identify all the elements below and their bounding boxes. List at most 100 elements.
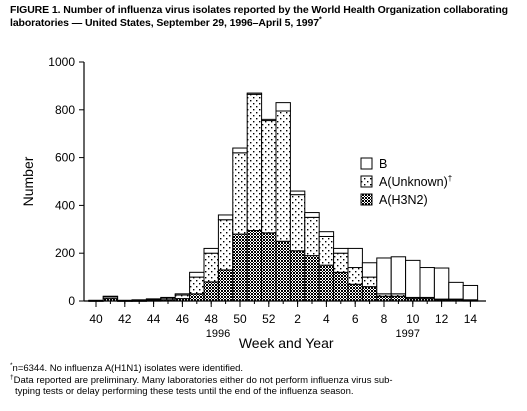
footnotes: *n=6344. No influenza A(H1N1) isolates w… (10, 361, 520, 398)
y-tick-label-600: 600 (55, 151, 75, 165)
bar-week-47-series-1 (189, 293, 205, 302)
bar-week-2-series-2 (289, 194, 306, 252)
bars-layer (88, 92, 479, 302)
footnote-1: *n=6344. No influenza A(H1N1) isolates w… (10, 361, 520, 375)
bar-week-4-series-3 (318, 231, 335, 237)
x-tick-label-42: 42 (118, 312, 132, 326)
bar-week-51-series-1 (246, 230, 263, 302)
x-tick-label-46: 46 (176, 312, 190, 326)
bar-week-44-series-3 (145, 298, 162, 301)
bar-week-7-series-2 (361, 276, 378, 288)
x-axis-label: Week and Year (239, 335, 334, 351)
y-tick-label-1000: 1000 (48, 55, 75, 69)
x-tick-label-44: 44 (147, 312, 161, 326)
x-tick-label-14: 14 (464, 312, 478, 326)
y-tick-label-0: 0 (68, 294, 75, 308)
x-tick-label-12: 12 (435, 312, 449, 326)
bar-week-46-series-3 (174, 293, 191, 296)
bar-week-41-series-3 (102, 295, 119, 298)
x-tick-label-8: 8 (381, 312, 388, 326)
year-label-1997: 1997 (396, 328, 420, 340)
bar-week-9-series-1 (390, 295, 407, 302)
bar-week-47-series-2 (189, 276, 205, 295)
bar-week-1-series-3 (275, 102, 291, 112)
footnote-1-text: n=6344. No influenza A(H1N1) isolates we… (12, 363, 244, 374)
bar-week-8-series-3 (376, 257, 392, 295)
bar-week-50-series-2 (232, 152, 248, 235)
legend-label-mark-2: † (448, 174, 452, 183)
bar-week-6-series-2 (347, 267, 363, 285)
bar-week-3-series-3 (304, 212, 320, 218)
figure-title: FIGURE 1. Number of influenza virus isol… (10, 4, 517, 30)
footnote-2: †Data reported are preliminary. Many lab… (10, 373, 520, 387)
footnote-2-text: Data reported are preliminary. Many labo… (13, 374, 393, 386)
bar-week-50-series-3 (232, 147, 248, 154)
bar-week-51-series-2 (246, 93, 263, 231)
bar-week-3-series-1 (304, 255, 320, 302)
bar-week-49-series-3 (217, 214, 234, 221)
footnote-2-mark: † (10, 373, 14, 381)
bar-week-52-series-3 (261, 118, 277, 122)
bar-week-49-series-1 (217, 269, 234, 302)
bar-week-4-series-2 (318, 235, 335, 266)
bar-week-1-series-1 (275, 240, 291, 302)
x-tick-label-48: 48 (205, 312, 219, 326)
bar-week-49-series-2 (217, 219, 234, 271)
bar-week-5-series-2 (333, 252, 349, 273)
figure-label: FIGURE 1. (10, 4, 61, 16)
bar-week-48-series-3 (203, 247, 219, 254)
legend-label-1: A(H3N2) (379, 193, 428, 207)
bar-week-7-series-3 (361, 262, 378, 278)
bar-week-52-series-1 (261, 232, 277, 302)
bar-week-7-series-1 (361, 286, 378, 302)
footnote-1-mark: * (10, 361, 13, 369)
y-axis-label: Number (20, 156, 36, 206)
bar-week-2-series-1 (289, 250, 306, 302)
bar-week-4-series-1 (318, 264, 335, 302)
bar-week-47-series-3 (189, 271, 205, 278)
footnote-3: typing tests or delay performing these t… (10, 386, 520, 398)
footnote-3-text: typing tests or delay performing these t… (15, 386, 354, 397)
legend-label-3: B (379, 157, 387, 171)
bar-week-45-series-3 (160, 296, 176, 299)
legend-swatch-2 (360, 175, 373, 188)
x-tick-label-10: 10 (406, 312, 420, 326)
x-tick-label-52: 52 (262, 312, 276, 326)
x-tick-label-4: 4 (323, 312, 330, 326)
bar-week-13-series-3 (448, 281, 464, 300)
legend: B A(Unknown)† A(H3N2) (360, 157, 452, 207)
y-tick-label-800: 800 (55, 103, 75, 117)
bar-week-11-series-3 (419, 267, 435, 298)
bar-week-8-series-1 (376, 295, 392, 302)
legend-swatch-3 (360, 157, 373, 170)
y-tick-label-400: 400 (55, 198, 75, 212)
legend-swatch-1 (360, 193, 373, 206)
bar-week-9-series-3 (390, 256, 407, 295)
bar-week-50-series-1 (232, 233, 248, 302)
legend-label-2: A(Unknown)† (379, 174, 452, 189)
bar-week-10-series-3 (405, 259, 421, 298)
bar-week-14-series-3 (462, 284, 479, 301)
figure-title-text: Number of influenza virus isolates repor… (10, 4, 508, 29)
bar-week-2-series-3 (289, 190, 306, 196)
bar-week-51-series-3 (246, 92, 263, 95)
bar-week-52-series-2 (261, 120, 277, 234)
bar-week-5-series-1 (333, 271, 349, 302)
x-tick-label-2: 2 (294, 312, 301, 326)
x-tick-label-50: 50 (233, 312, 247, 326)
bar-week-12-series-3 (433, 267, 450, 300)
bar-week-48-series-2 (203, 252, 219, 283)
year-label-1996: 1996 (206, 328, 230, 340)
bar-week-6-series-3 (347, 247, 363, 269)
bar-week-48-series-1 (203, 281, 219, 302)
bar-week-6-series-1 (347, 283, 363, 302)
x-tick-label-6: 6 (352, 312, 359, 326)
y-tick-label-200: 200 (55, 246, 75, 260)
bar-week-3-series-2 (304, 216, 320, 257)
bar-week-1-series-2 (275, 110, 291, 242)
figure-title-mark: * (318, 16, 322, 24)
bar-week-5-series-3 (333, 247, 349, 254)
bar-week-46-series-2 (174, 294, 191, 300)
